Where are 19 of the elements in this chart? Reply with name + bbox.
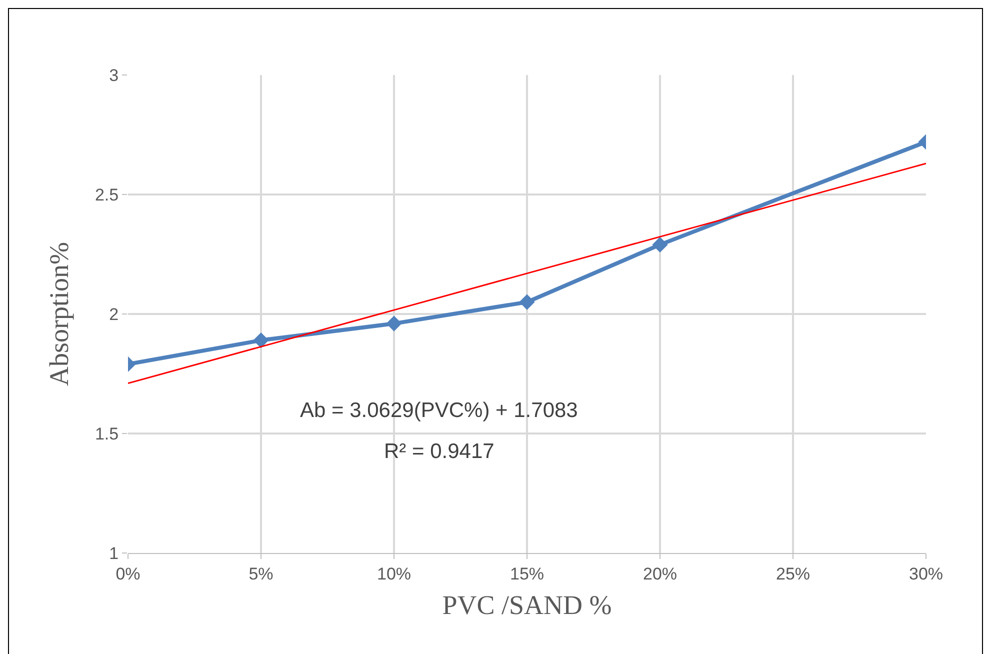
x-tick-label: 20%: [642, 564, 678, 584]
y-tick-label: 1.5: [94, 424, 119, 444]
x-tick-label: 10%: [376, 564, 412, 584]
point: [652, 236, 668, 252]
y-tick-label: 2: [109, 304, 119, 324]
annotation: Ab = 3.0629(PVC%) + 1.7083: [300, 399, 578, 422]
x-tick-label: 15%: [510, 564, 544, 584]
x-axis-title: PVC /SAND %: [442, 590, 612, 620]
y-axis-title: Absorption%: [44, 242, 74, 386]
point: [386, 316, 402, 332]
x-tick-label: 30%: [908, 564, 944, 584]
annotation: R² = 0.9417: [384, 440, 494, 463]
y-tick-label: 1: [109, 544, 119, 563]
point: [519, 294, 535, 310]
x-tick-label: 5%: [248, 564, 274, 584]
x-tick-label: 0%: [116, 564, 140, 584]
x-tick-label: 25%: [776, 564, 810, 584]
y-tick-label: 2.5: [94, 185, 119, 204]
y-tick-label: 3: [109, 66, 119, 85]
